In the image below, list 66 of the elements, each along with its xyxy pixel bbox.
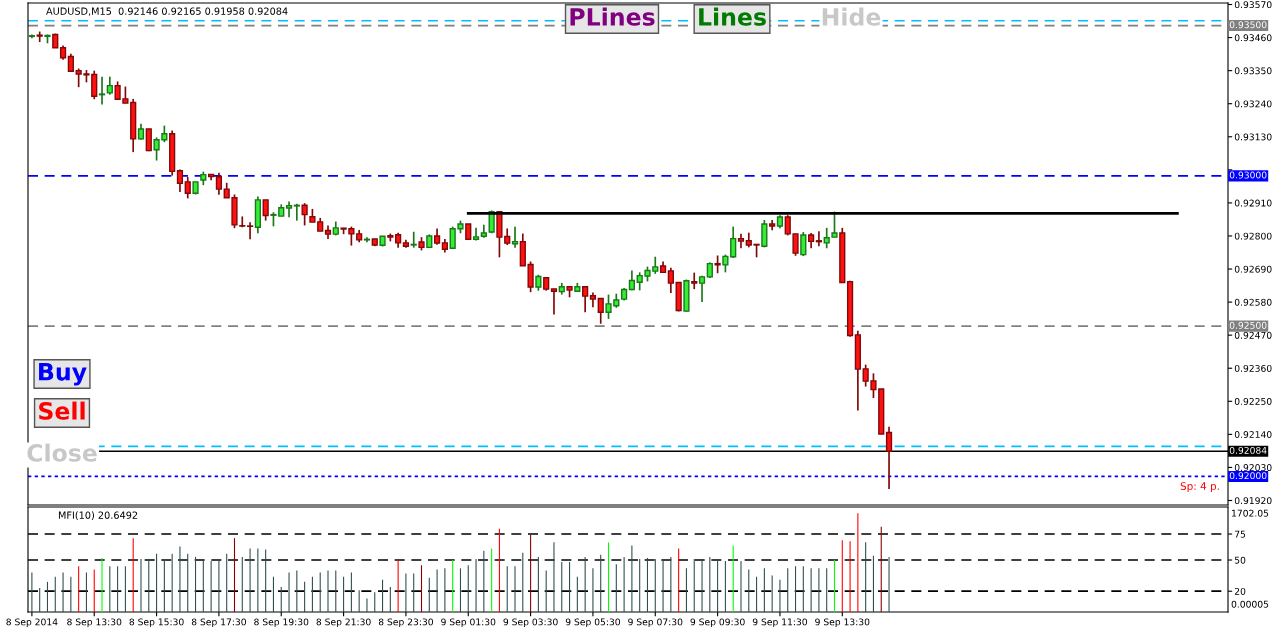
candlestick	[698, 274, 706, 303]
candlestick	[761, 219, 768, 249]
candlestick	[597, 297, 604, 325]
ref-line-label: 0.93500	[1229, 21, 1267, 29]
annotation: Sell	[39, 401, 85, 420]
y-tick-label: 0.92580	[1234, 298, 1272, 306]
x-tick-label: 9 Sep 01:30	[441, 618, 496, 628]
candlestick	[106, 75, 113, 96]
annotation: Lines	[699, 7, 766, 26]
ref-line-label: 0.93000	[1229, 171, 1267, 179]
x-tick-label: 8 Sep 15:30	[129, 618, 184, 628]
y-tick-label: 0.92250	[1234, 397, 1272, 405]
x-tick-label: 8 Sep 2014	[6, 618, 58, 628]
candlestick	[262, 199, 269, 222]
chart-title: MFI(10) 20.6492	[58, 511, 138, 520]
y-tick-label: 0.93130	[1234, 133, 1272, 141]
y-tick-label: 50	[1234, 556, 1246, 564]
y-tick-label: 75	[1235, 530, 1246, 538]
y-tick-label: 0.91920	[1234, 497, 1272, 505]
y-tick-label: 0.92910	[1234, 199, 1272, 207]
y-tick-label: 0.93460	[1234, 34, 1272, 42]
x-tick-label: 9 Sep 05:30	[565, 618, 620, 628]
y-tick-label: 0.92690	[1234, 265, 1272, 273]
y-tick-label: 20	[1234, 587, 1246, 595]
candlestick	[582, 285, 589, 314]
x-tick-label: 8 Sep 23:30	[378, 618, 433, 628]
ref-line-label: 0.92084	[1229, 446, 1267, 454]
candlestick	[885, 426, 893, 490]
candlestick	[511, 225, 519, 249]
y-tick-label: 0.92140	[1234, 431, 1272, 438]
annotation: PLines	[570, 7, 655, 26]
ref-line-label: 0.92500	[1229, 321, 1267, 329]
candlestick	[246, 221, 254, 241]
ref-line-label: 0.92000	[1229, 472, 1267, 480]
x-tick-label: 9 Sep 09:30	[690, 618, 745, 628]
candlestick	[184, 176, 191, 200]
candlestick	[301, 202, 308, 227]
x-tick-label: 8 Sep 17:30	[191, 618, 246, 628]
y-tick-label: 0.93350	[1234, 67, 1272, 75]
y-tick-label: 0.92030	[1234, 464, 1272, 472]
x-tick-label: 8 Sep 21:30	[316, 618, 371, 628]
candlestick	[410, 230, 417, 249]
candlestick	[98, 75, 106, 106]
candlestick	[815, 230, 823, 248]
candlestick	[800, 231, 807, 257]
text: 0.00005	[1231, 600, 1269, 608]
annotation: Buy	[39, 363, 87, 386]
candlestick	[293, 202, 300, 222]
x-tick-label: 9 Sep 03:30	[503, 618, 558, 628]
candlestick	[550, 288, 558, 316]
y-tick-label: 0.92470	[1234, 331, 1272, 339]
x-tick-label: 9 Sep 13:30	[815, 618, 870, 628]
y-tick-label: 0.93240	[1234, 100, 1272, 108]
candlestick	[667, 266, 674, 294]
x-tick-label: 8 Sep 19:30	[254, 618, 309, 628]
x-tick-label: 9 Sep 11:30	[752, 618, 808, 628]
x-tick-label: 9 Sep 07:30	[628, 618, 683, 628]
candlestick	[215, 172, 223, 196]
text: 1702.05	[1232, 509, 1269, 517]
chart-title: AUDUSD,M15 0.92146 0.92165 0.91958 0.92084	[46, 7, 288, 16]
y-tick-label: 0.92360	[1234, 364, 1272, 372]
annotation: Sp: 4 p.	[1180, 482, 1219, 493]
y-tick-label: 0.93570	[1234, 1, 1272, 9]
candlestick	[691, 271, 698, 291]
x-tick-label: 8 Sep 13:30	[67, 618, 122, 628]
y-tick-label: 0.92800	[1234, 232, 1272, 240]
